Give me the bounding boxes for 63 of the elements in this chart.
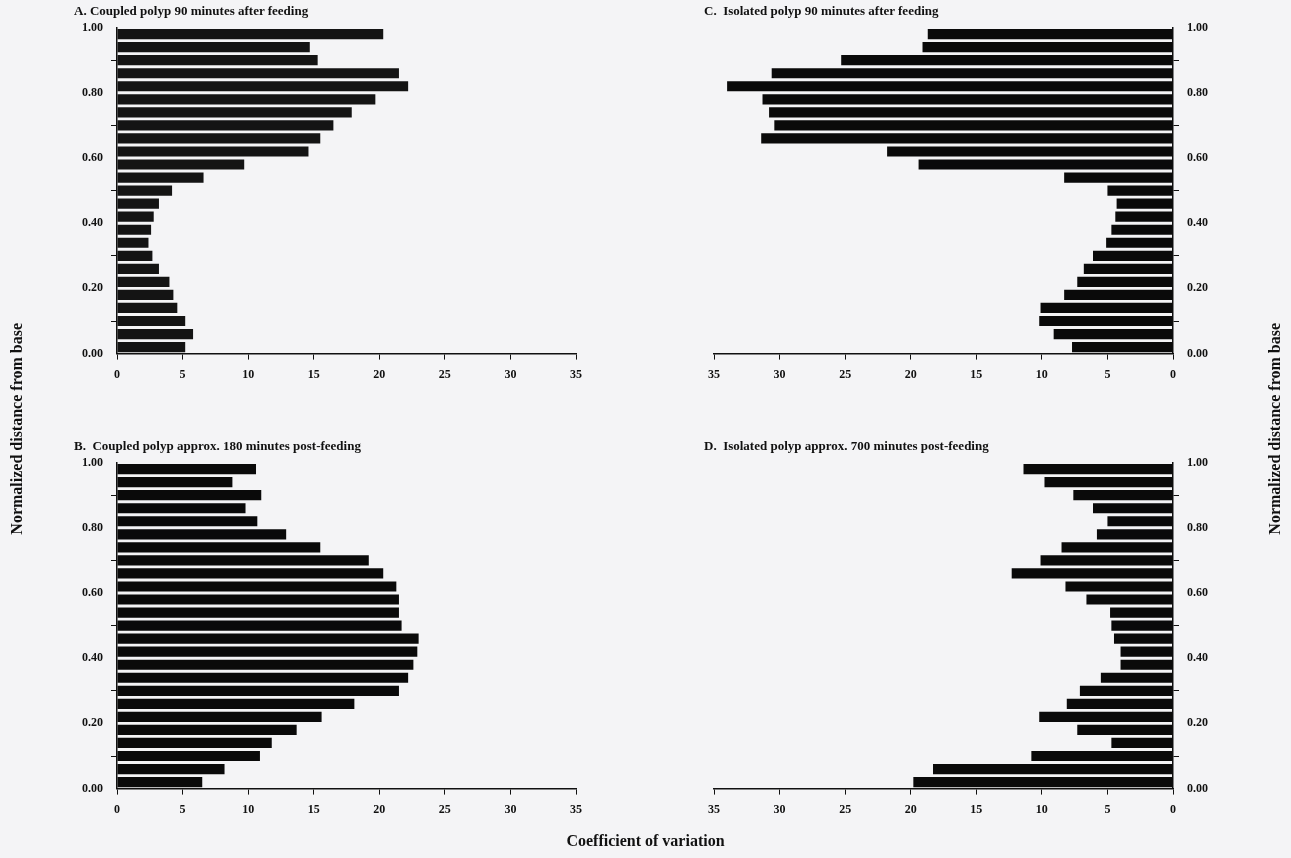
chart-title: C. Isolated polyp 90 minutes after feeding xyxy=(704,3,939,19)
y-axis-title: Normalized distance from base xyxy=(1266,323,1284,535)
y-tick-label: 0.80 xyxy=(82,84,103,99)
y-tick-label: 0.60 xyxy=(82,585,103,600)
x-tick-label: 15 xyxy=(307,801,320,816)
y-tick-label: 0.00 xyxy=(82,345,103,360)
y-tick-label: 0.80 xyxy=(82,519,103,534)
x-tick-label: 35 xyxy=(708,366,720,381)
x-tick-label: 25 xyxy=(438,801,451,816)
x-tick-label: 30 xyxy=(773,366,786,381)
y-tick-label: 0.80 xyxy=(1187,84,1208,99)
x-tick-label: 15 xyxy=(970,801,983,816)
y-tick-label: 0.40 xyxy=(1187,215,1208,230)
y-axis-title: Normalized distance from base xyxy=(8,323,26,535)
y-tick-label: 0.60 xyxy=(82,150,103,165)
x-tick-label: 20 xyxy=(904,801,917,816)
x-tick-label: 10 xyxy=(1035,801,1048,816)
y-tick-label: 0.00 xyxy=(1187,345,1208,360)
x-tick-label: 10 xyxy=(242,801,255,816)
x-tick-label: 20 xyxy=(904,366,917,381)
y-tick-label: 1.00 xyxy=(82,19,103,34)
x-tick-label: 5 xyxy=(1104,366,1111,381)
x-tick-label: 20 xyxy=(373,801,386,816)
y-tick-label: 0.40 xyxy=(82,650,103,665)
chart-title: A. Coupled polyp 90 minutes after feeding xyxy=(74,3,309,19)
y-tick-label: 0.40 xyxy=(1187,650,1208,665)
x-tick-label: 5 xyxy=(179,366,186,381)
x-tick-label: 0 xyxy=(114,366,120,381)
x-tick-label: 10 xyxy=(1035,366,1048,381)
x-tick-label: 0 xyxy=(1170,366,1176,381)
x-tick-label: 30 xyxy=(504,366,517,381)
y-tick-label: 1.00 xyxy=(1187,454,1208,469)
y-tick-label: 1.00 xyxy=(1187,19,1208,34)
y-tick-label: 0.40 xyxy=(82,215,103,230)
y-tick-label: 0.80 xyxy=(1187,519,1208,534)
x-tick-label: 10 xyxy=(242,366,255,381)
y-tick-label: 0.20 xyxy=(1187,280,1208,295)
x-tick-label: 0 xyxy=(114,801,120,816)
x-tick-label: 15 xyxy=(970,366,983,381)
y-tick-label: 0.20 xyxy=(1187,715,1208,730)
x-axis-title: Coefficient of variation xyxy=(565,832,726,850)
chart-title: D. Isolated polyp approx. 700 minutes post-feeding xyxy=(704,438,990,454)
y-tick-label: 0.60 xyxy=(1187,150,1208,165)
y-tick-label: 0.00 xyxy=(1187,780,1208,795)
x-tick-label: 25 xyxy=(438,366,451,381)
x-tick-label: 35 xyxy=(570,801,582,816)
x-tick-label: 25 xyxy=(839,366,852,381)
y-tick-label: 0.20 xyxy=(82,715,103,730)
x-tick-label: 5 xyxy=(179,801,186,816)
y-tick-label: 0.60 xyxy=(1187,585,1208,600)
chart-title: B. Coupled polyp approx. 180 minutes post-feeding xyxy=(74,438,362,454)
x-tick-label: 35 xyxy=(708,801,720,816)
x-tick-label: 25 xyxy=(839,801,852,816)
y-tick-label: 1.00 xyxy=(82,454,103,469)
x-tick-label: 0 xyxy=(1170,801,1176,816)
x-tick-label: 35 xyxy=(570,366,582,381)
x-tick-label: 20 xyxy=(373,366,386,381)
x-tick-label: 5 xyxy=(1104,801,1111,816)
y-tick-label: 0.20 xyxy=(82,280,103,295)
x-tick-label: 15 xyxy=(307,366,320,381)
x-tick-label: 30 xyxy=(773,801,786,816)
x-tick-label: 30 xyxy=(504,801,517,816)
y-tick-label: 0.00 xyxy=(82,780,103,795)
